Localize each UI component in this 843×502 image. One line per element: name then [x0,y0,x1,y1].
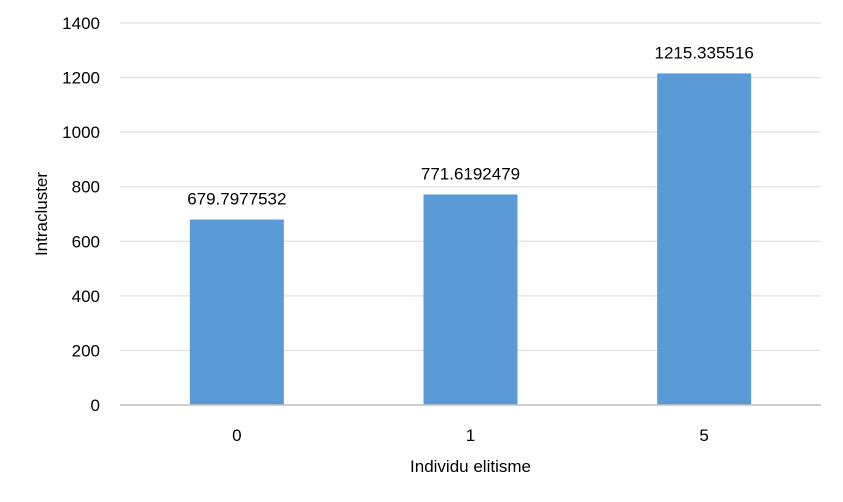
bars [189,73,752,405]
data-label: 679.7977532 [187,190,286,209]
y-tick-label: 200 [72,341,100,360]
y-tick-label: 400 [72,287,100,306]
y-tick-label: 1400 [62,14,100,33]
x-tick-label: 1 [466,426,475,445]
y-axis-title: Intracluster [32,172,51,256]
y-tick-label: 600 [72,232,100,251]
bar-5 [657,73,752,405]
y-tick-label: 0 [91,396,100,415]
data-label: 771.6192479 [421,164,520,183]
y-axis-tick-labels: 0 200 400 600 800 1000 1200 1400 [62,14,100,415]
y-tick-label: 1000 [62,123,100,142]
bar-0 [189,219,284,405]
y-tick-label: 800 [72,178,100,197]
bar-1 [423,194,518,405]
data-labels: 679.7977532 771.6192479 1215.335516 [187,43,754,208]
data-label: 1215.335516 [655,43,754,62]
x-axis-tick-labels: 0 1 5 [232,426,709,445]
x-tick-label: 0 [232,426,241,445]
x-axis-title: Individu elitisme [410,457,531,476]
x-tick-label: 5 [699,426,708,445]
y-tick-label: 1200 [62,69,100,88]
